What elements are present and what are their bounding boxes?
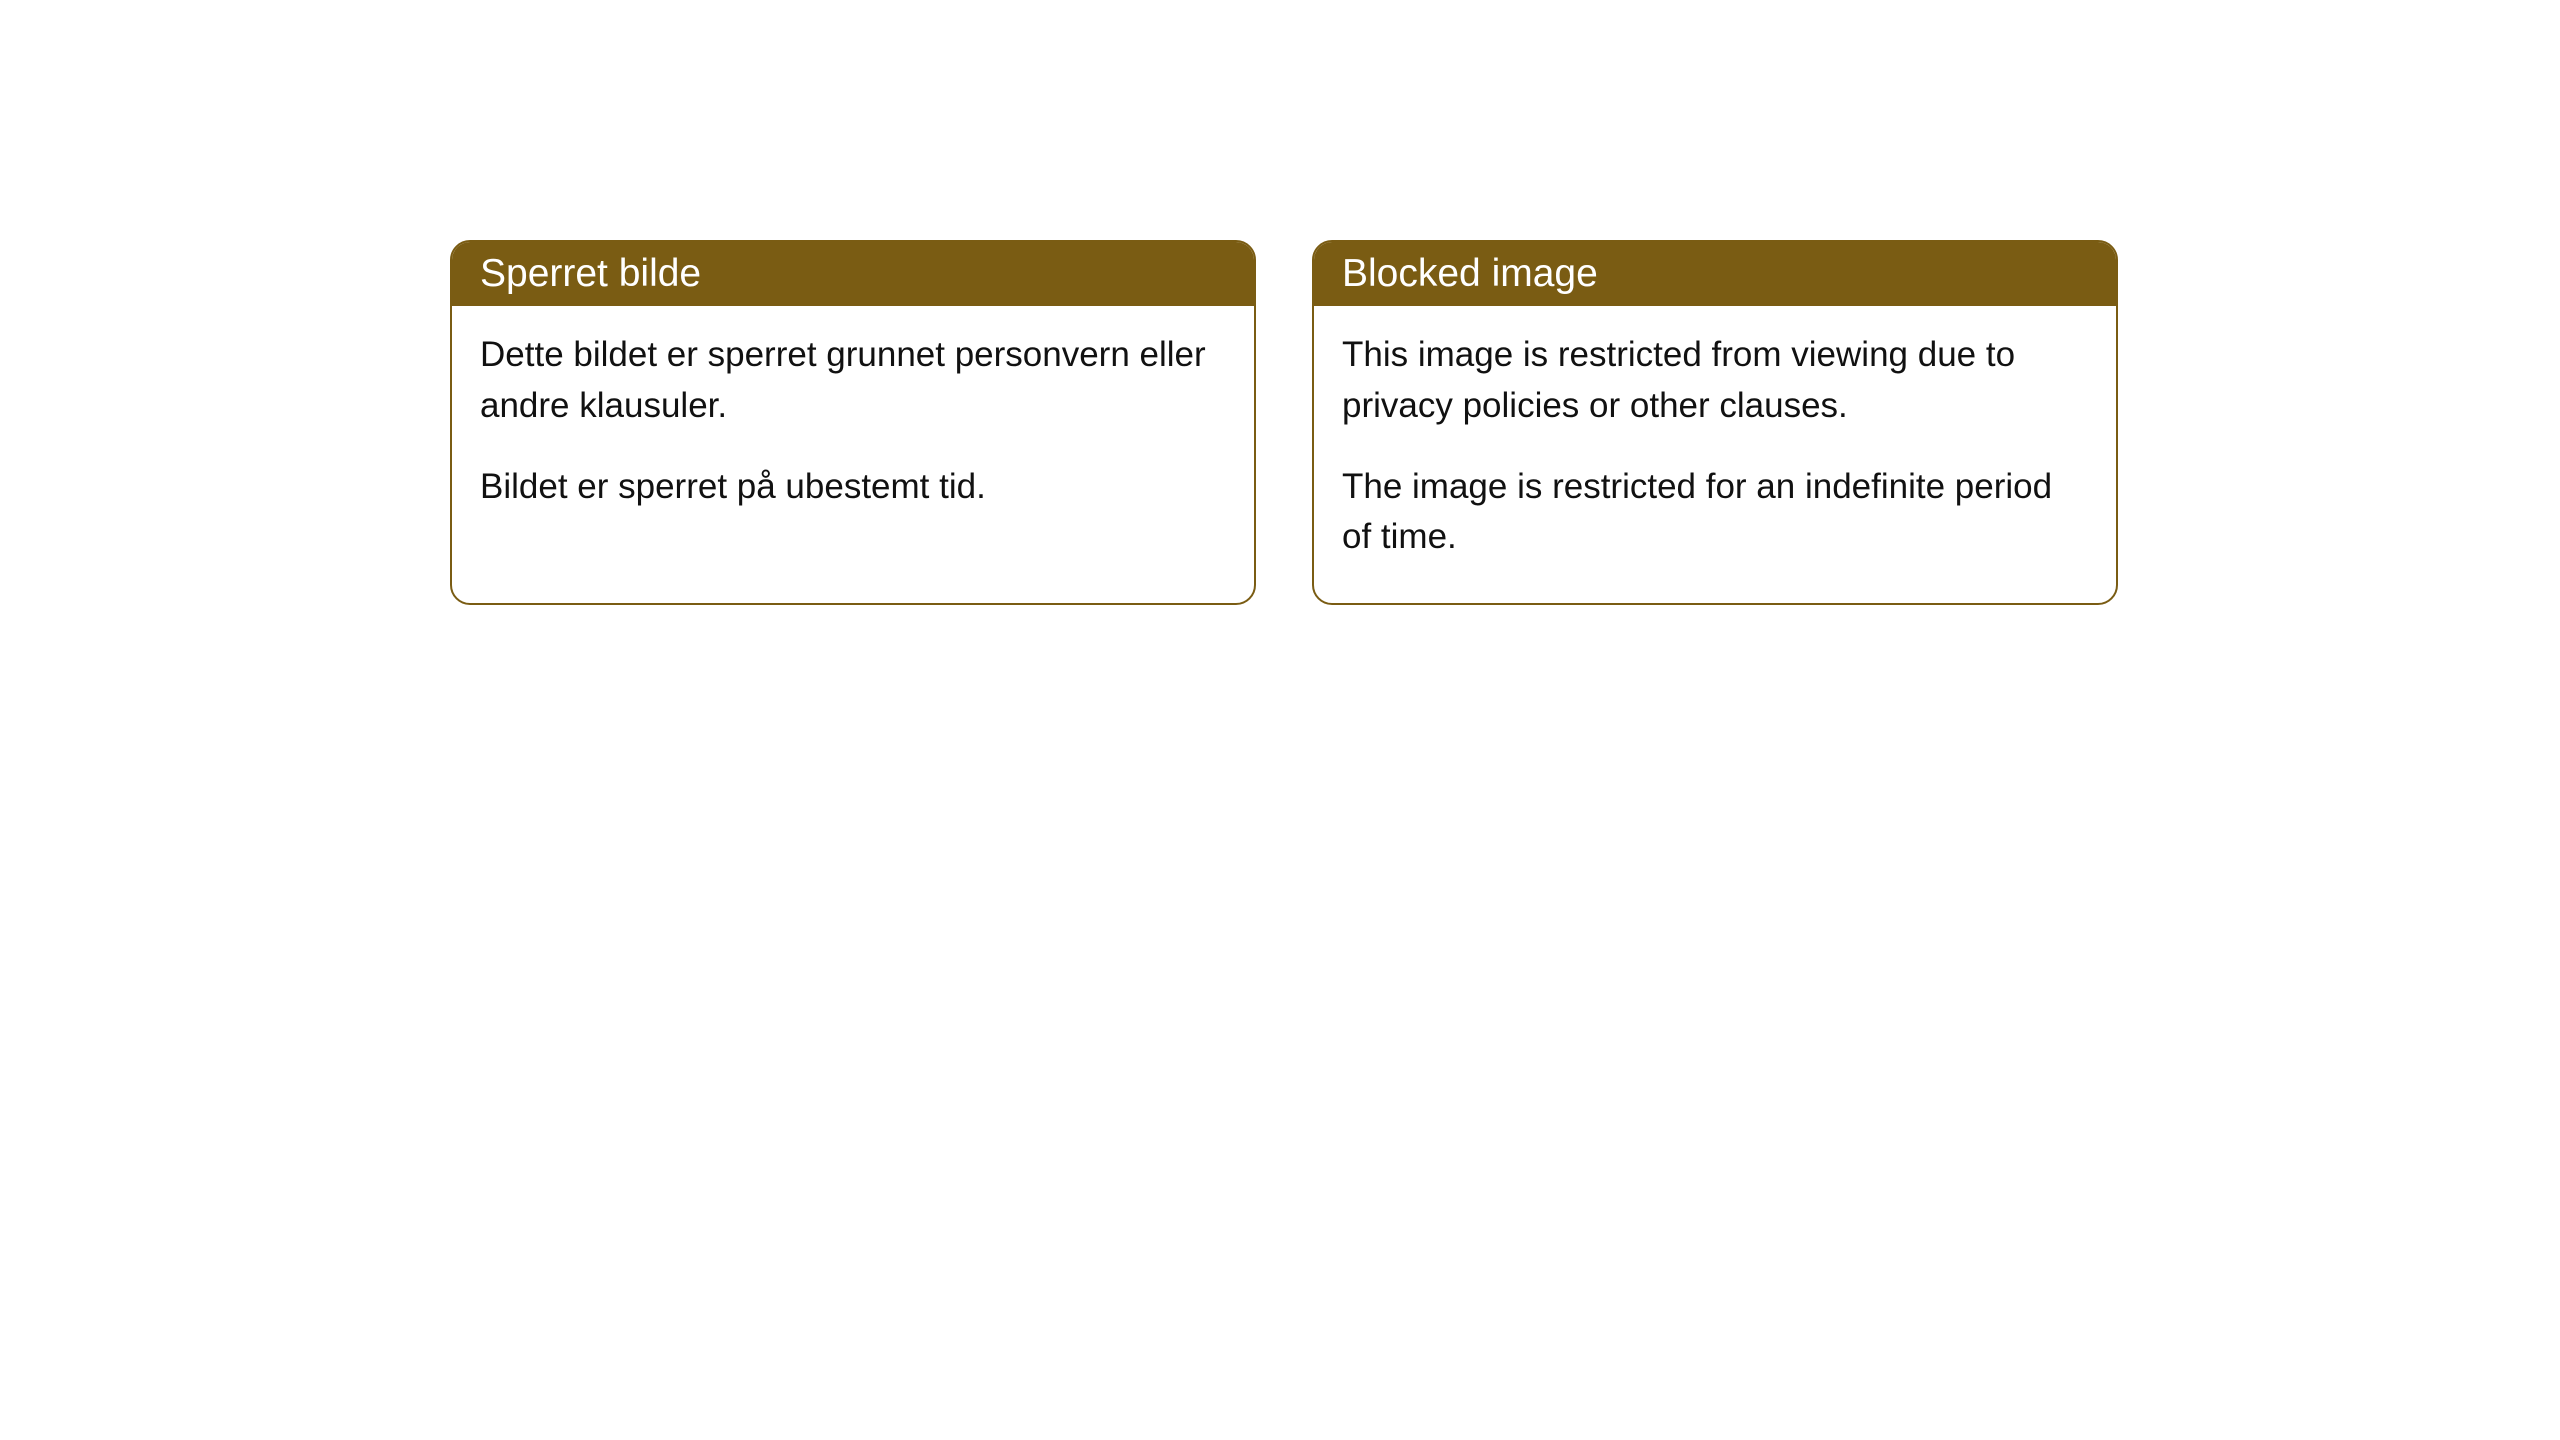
notice-cards-container: Sperret bilde Dette bildet er sperret gr… bbox=[450, 240, 2118, 605]
notice-card-norwegian: Sperret bilde Dette bildet er sperret gr… bbox=[450, 240, 1256, 605]
card-title: Sperret bilde bbox=[480, 252, 701, 295]
card-paragraph: Dette bildet er sperret grunnet personve… bbox=[480, 330, 1226, 432]
notice-card-english: Blocked image This image is restricted f… bbox=[1312, 240, 2118, 605]
card-header-english: Blocked image bbox=[1314, 242, 2116, 306]
card-body-english: This image is restricted from viewing du… bbox=[1314, 306, 2116, 603]
card-header-norwegian: Sperret bilde bbox=[452, 242, 1254, 306]
card-paragraph: Bildet er sperret på ubestemt tid. bbox=[480, 462, 1226, 513]
card-body-norwegian: Dette bildet er sperret grunnet personve… bbox=[452, 306, 1254, 552]
card-paragraph: This image is restricted from viewing du… bbox=[1342, 330, 2088, 432]
card-title: Blocked image bbox=[1342, 252, 1598, 295]
card-paragraph: The image is restricted for an indefinit… bbox=[1342, 462, 2088, 564]
